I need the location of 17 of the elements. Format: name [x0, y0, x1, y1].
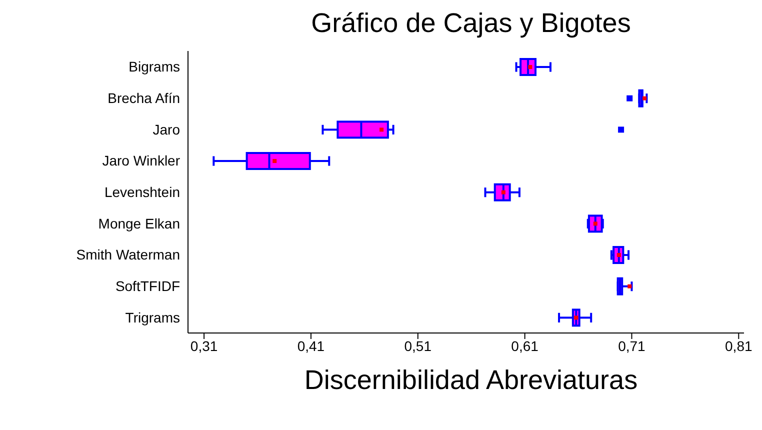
x-tick-label: 0,61: [511, 338, 539, 354]
y-tick-label: SoftTFIDF: [115, 278, 180, 294]
y-tick-label: Levenshtein: [104, 184, 180, 200]
x-axis-title: Discernibilidad Abreviaturas: [303, 365, 639, 396]
chart-title: Gráfico de Cajas y Bigotes: [310, 8, 632, 39]
x-tick-label: 0,41: [297, 338, 325, 354]
x-tick-label: 0,31: [190, 338, 218, 354]
y-tick-label: Brecha Afín: [108, 90, 180, 106]
x-tick-label: 0,71: [618, 338, 646, 354]
y-tick-label: Monge Elkan: [98, 215, 180, 232]
y-tick-label: Jaro Winkler: [102, 152, 180, 169]
y-tick-label: Jaro: [152, 121, 180, 138]
y-tick-label: Bigrams: [128, 58, 180, 75]
y-tick-label: Trigrams: [125, 309, 180, 326]
x-tick-label: 0,51: [404, 338, 432, 354]
y-tick-label: Smith Waterman: [76, 246, 180, 263]
x-tick-label: 0,81: [725, 338, 752, 354]
